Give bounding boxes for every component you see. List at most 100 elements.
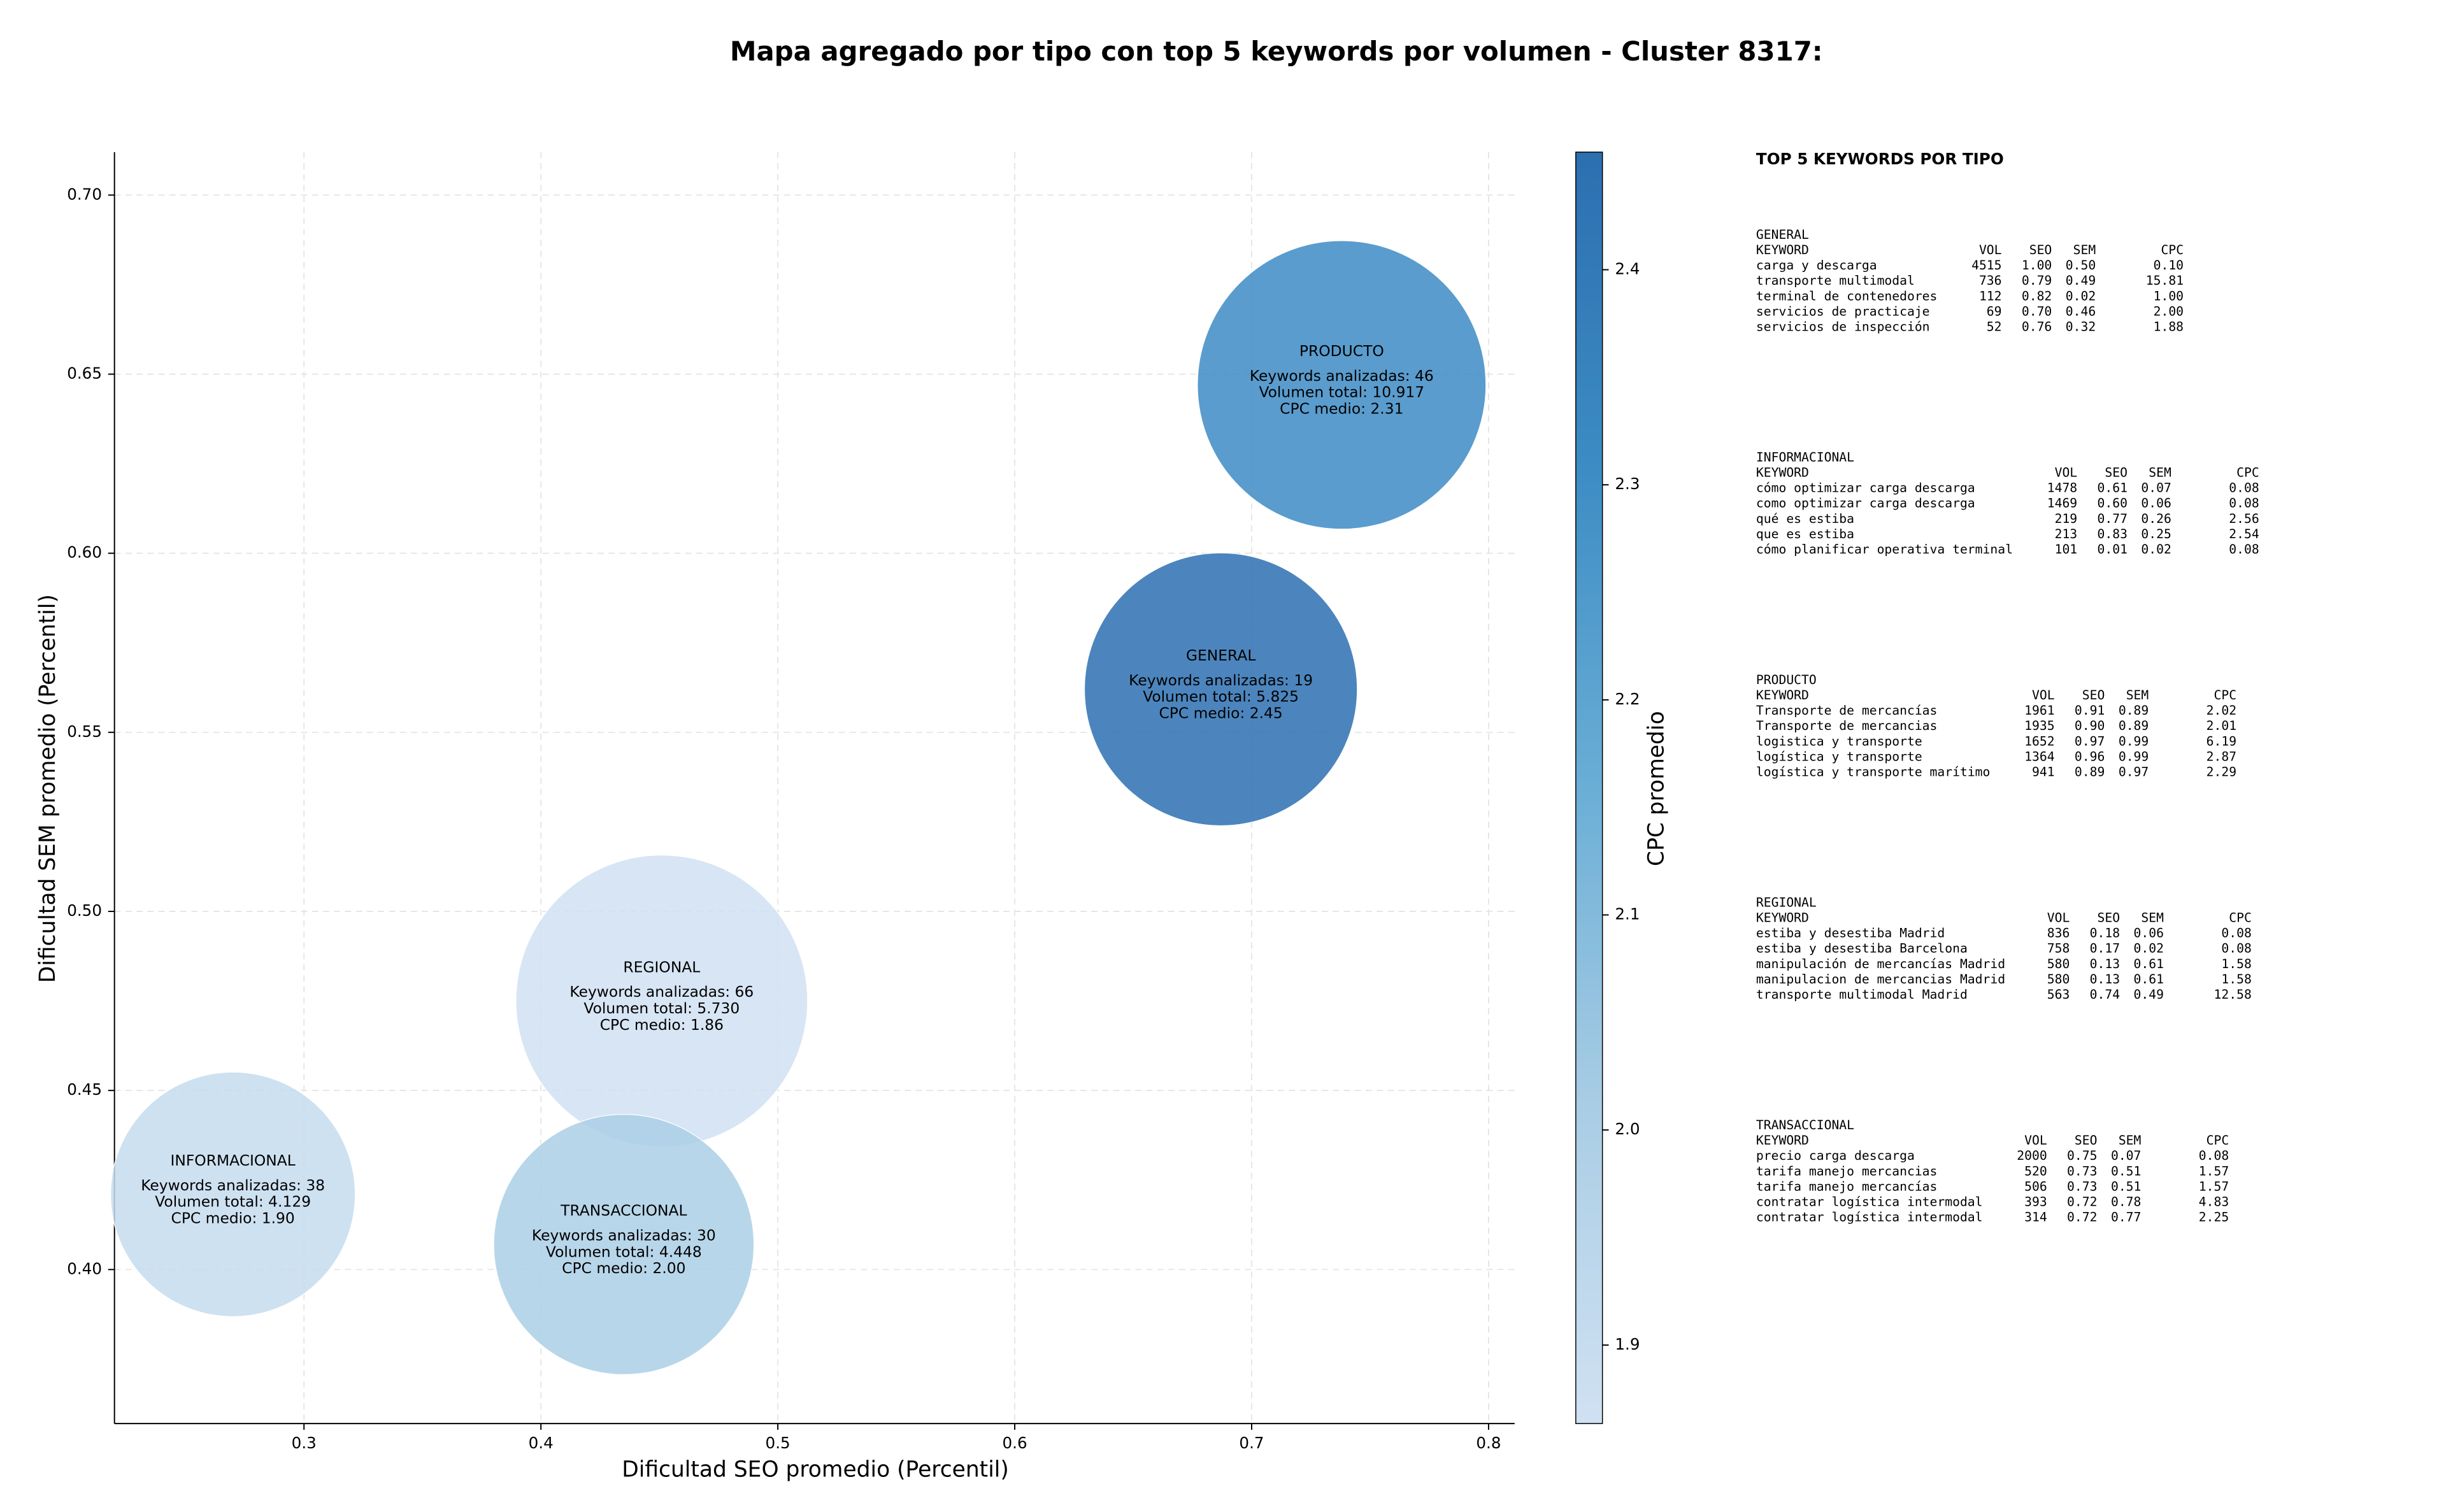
table-cell: 836 [2047, 926, 2070, 941]
bubble [1084, 552, 1358, 827]
table-cell: 0.10 [2154, 258, 2184, 273]
table-cell: 0.13 [2090, 957, 2120, 971]
table-cell: 0.08 [2221, 941, 2251, 956]
table-header: KEYWORD [1756, 688, 1809, 703]
colorbar-tick-label: 1.9 [1615, 1335, 1640, 1353]
table-cell: 1.00 [2022, 258, 2052, 273]
x-tick-label: 0.3 [292, 1434, 317, 1452]
table-cell: 0.51 [2111, 1179, 2141, 1194]
y-tick-label: 0.60 [67, 543, 102, 562]
table-cell: 941 [2032, 765, 2055, 780]
bubble-annotation: Keywords analizadas: 30 [532, 1227, 716, 1245]
table-cell: 0.60 [2098, 496, 2128, 511]
bubble-annotation: CPC medio: 1.90 [171, 1209, 295, 1227]
table-cell: 0.75 [2067, 1148, 2097, 1163]
table-cell: que es estiba [1756, 527, 1854, 541]
table-cell: contratar logística intermodal [1756, 1210, 1983, 1225]
x-tick-label: 0.8 [1476, 1434, 1501, 1452]
table-cell: 0.17 [2090, 941, 2120, 956]
x-tick-label: 0.5 [766, 1434, 790, 1452]
table-cell: 1.58 [2221, 957, 2251, 971]
table-cell: 0.49 [2066, 273, 2096, 288]
colorbar-tick-label: 2.0 [1615, 1120, 1640, 1138]
table-cell: cómo optimizar carga descarga [1756, 481, 1975, 496]
table-cell: 0.91 [2075, 703, 2105, 718]
bubble-annotation: CPC medio: 2.45 [1159, 704, 1282, 722]
bubble-annotation: CPC medio: 2.31 [1280, 400, 1403, 418]
bubble-annotation: Keywords analizadas: 38 [141, 1176, 325, 1194]
table-cell: Transporte de mercancias [1756, 718, 1937, 733]
table-header: SEO [2105, 465, 2128, 480]
table-cell: 0.26 [2141, 511, 2171, 526]
table-header: SEO [2082, 688, 2105, 703]
table-cell: 0.96 [2075, 749, 2105, 764]
table-cell: 213 [2055, 527, 2078, 541]
table-cell: 758 [2047, 941, 2070, 956]
table-cell: 0.08 [2229, 542, 2259, 557]
table-cell: 4515 [1971, 258, 2001, 273]
group-name: INFORMACIONAL [1756, 450, 1854, 464]
table-cell: 0.13 [2090, 972, 2120, 987]
bubble-label: TRANSACCIONAL [560, 1202, 687, 1220]
table-cell: 1.88 [2154, 320, 2184, 334]
table-cell: 580 [2047, 957, 2070, 971]
table-cell: 563 [2047, 987, 2070, 1002]
table-cell: 69 [1987, 304, 2002, 318]
table-cell: 0.72 [2067, 1195, 2097, 1209]
table-cell: 0.02 [2141, 542, 2171, 557]
table-cell: 0.08 [2229, 481, 2259, 496]
table-cell: 2.02 [2206, 703, 2236, 718]
table-cell: 0.02 [2066, 289, 2096, 303]
table-header: SEO [2075, 1133, 2098, 1148]
table-cell: 0.70 [2022, 304, 2052, 318]
table-cell: 219 [2055, 511, 2078, 526]
bubble-annotation: CPC medio: 2.00 [562, 1259, 685, 1277]
bubble-annotation: Keywords analizadas: 19 [1129, 671, 1313, 689]
table-cell: logística y transporte [1756, 749, 1922, 764]
table-cell: 0.77 [2111, 1210, 2141, 1225]
table-cell: 0.78 [2111, 1195, 2141, 1209]
table-cell: 0.06 [2134, 926, 2164, 941]
bubble-annotation: Keywords analizadas: 46 [1250, 367, 1434, 385]
table-cell: servicios de practicaje [1756, 304, 1930, 318]
table-header: KEYWORD [1756, 243, 1809, 257]
table-header: SEM [2119, 1133, 2142, 1148]
table-cell: logística y transporte marítimo [1756, 765, 1990, 780]
table-header: VOL [2055, 465, 2078, 480]
table-cell: 0.08 [2221, 926, 2251, 941]
table-cell: Transporte de mercancías [1756, 703, 1937, 718]
table-cell: 0.83 [2098, 527, 2128, 541]
group-name: GENERAL [1756, 227, 1809, 242]
table-cell: 580 [2047, 972, 2070, 987]
bubble-annotation: Volumen total: 10.917 [1259, 383, 1424, 401]
panel-title: TOP 5 KEYWORDS POR TIPO [1756, 150, 2004, 168]
table-header: SEM [2141, 911, 2164, 925]
table-cell: 0.99 [2119, 749, 2149, 764]
table-cell: 0.07 [2141, 481, 2171, 496]
y-tick-label: 0.65 [67, 364, 102, 382]
y-tick-label: 0.45 [67, 1080, 102, 1099]
table-cell: qué es estiba [1756, 511, 1854, 526]
table-cell: 0.18 [2090, 926, 2120, 941]
table-cell: 2.29 [2206, 765, 2236, 780]
table-cell: 12.58 [2214, 987, 2252, 1002]
table-header: CPC [2236, 465, 2259, 480]
table-cell: 6.19 [2206, 734, 2236, 748]
table-cell: 0.73 [2067, 1164, 2097, 1178]
table-header: KEYWORD [1756, 911, 1809, 925]
table-header: KEYWORD [1756, 1133, 1809, 1148]
table-cell: 0.49 [2134, 987, 2164, 1002]
y-tick-label: 0.40 [67, 1259, 102, 1278]
table-cell: precio carga descarga [1756, 1148, 1915, 1163]
y-tick-label: 0.70 [67, 185, 102, 203]
table-cell: 2.54 [2229, 527, 2259, 541]
bubble [493, 1114, 755, 1375]
table-cell: 1652 [2024, 734, 2054, 748]
y-tick-label: 0.50 [67, 901, 102, 920]
table-cell: 0.90 [2075, 718, 2105, 733]
bubble-label: GENERAL [1186, 646, 1255, 664]
table-cell: carga y descarga [1756, 258, 1877, 273]
table-header: VOL [2047, 911, 2070, 925]
y-axis-label: Dificultad SEM promedio (Percentil) [35, 594, 61, 983]
table-header: CPC [2161, 243, 2184, 257]
